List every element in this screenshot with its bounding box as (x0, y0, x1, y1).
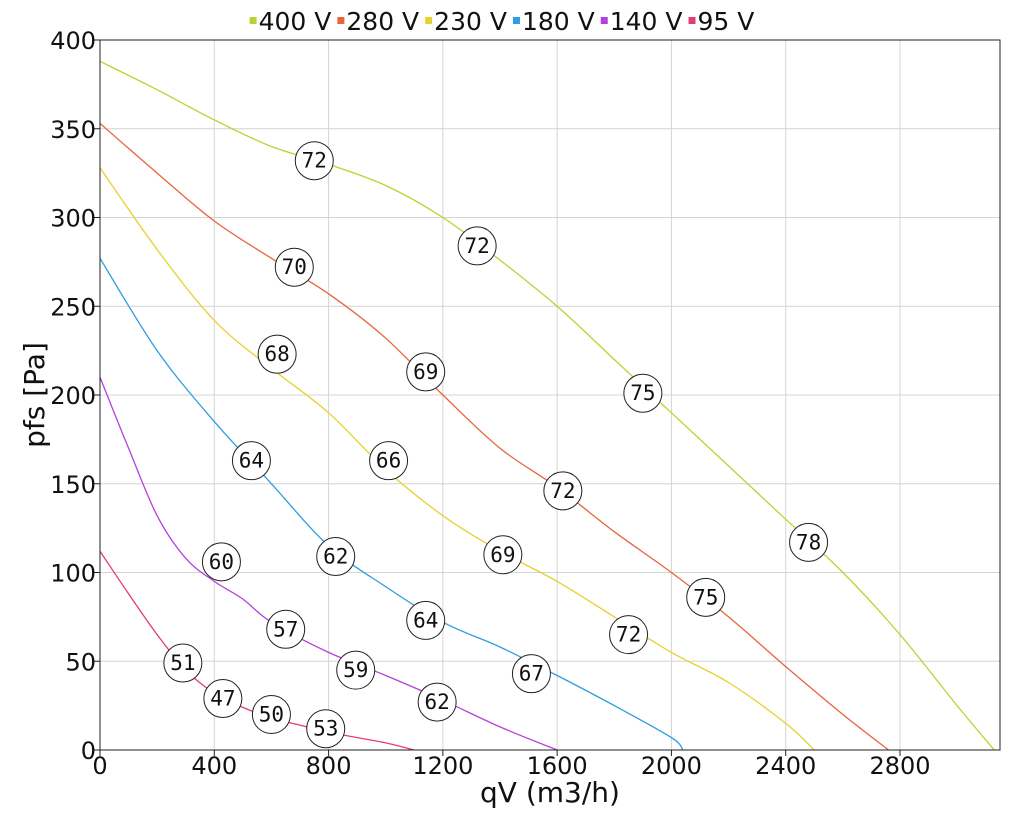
series-line-400-v (99, 60, 995, 751)
data-label-circle (203, 679, 243, 719)
data-label-circle (257, 334, 297, 374)
legend-swatch-180-v (512, 17, 520, 24)
data-label-circle (686, 577, 726, 617)
data-label-circle (251, 695, 291, 734)
series-line-230-v (99, 167, 815, 751)
data-label-circle (266, 609, 306, 649)
data-label-circle (457, 226, 497, 266)
y-tick-label: 350 (50, 116, 96, 144)
data-label: 70 (282, 255, 307, 279)
data-label: 75 (693, 585, 718, 609)
data-label: 75 (630, 381, 655, 405)
legend-swatch-280-v (337, 17, 345, 24)
legend-label-400-v: 400 V (259, 7, 332, 36)
data-label: 62 (424, 690, 449, 714)
legend-swatch-140-v (600, 17, 608, 24)
x-tick-label: 2000 (641, 752, 702, 780)
y-axis-ticks: 0 50 100 150 200 250 300 350 400 (50, 27, 100, 765)
data-label: 69 (490, 543, 515, 567)
data-label: 57 (273, 617, 298, 641)
data-label-circle (274, 247, 314, 287)
x-tick-label: 1200 (412, 752, 473, 780)
data-label-circle (369, 441, 409, 481)
legend-label-280-v: 280 V (346, 7, 419, 36)
data-label: 64 (413, 608, 438, 632)
y-axis-title: pfs [Pa] (18, 342, 51, 448)
data-label-circle (543, 471, 583, 511)
x-axis-ticks: 0 400 800 1200 1600 2000 2400 2800 (92, 750, 931, 780)
data-label: 47 (210, 687, 235, 711)
legend-swatch-400-v (249, 17, 257, 24)
x-axis-title: qV (m3/h) (480, 776, 620, 809)
legend-label-95-v: 95 V (698, 7, 755, 36)
data-label-circle (306, 709, 346, 749)
y-tick-label: 300 (50, 205, 96, 233)
data-label: 72 (302, 149, 327, 173)
data-label: 51 (170, 651, 195, 675)
legend-swatch-230-v (425, 17, 433, 24)
data-label: 68 (264, 342, 289, 366)
legend-swatch-95-v (688, 17, 696, 24)
y-tick-label: 150 (50, 471, 96, 499)
data-label-circle (483, 535, 523, 575)
data-label-circle (789, 522, 829, 562)
x-tick-label: 0 (92, 752, 107, 780)
data-label-circle (201, 542, 241, 582)
legend-label-180-v: 180 V (522, 7, 595, 36)
data-label-circle (163, 643, 203, 683)
data-label: 67 (519, 662, 544, 686)
series-line-180-v (99, 257, 684, 751)
data-label: 72 (550, 479, 575, 503)
data-label-circle (511, 654, 551, 694)
data-label: 62 (323, 545, 348, 569)
data-label: 59 (343, 658, 368, 682)
y-tick-label: 400 (50, 27, 96, 55)
efficiency-labels: 72 72 75 78 70 69 72 75 68 66 69 72 64 62 64 67 60 57 59 62… (163, 141, 829, 749)
data-label: 69 (413, 360, 438, 384)
legend: 400 V 280 V 230 V 180 V 140 V 95 V (249, 7, 755, 36)
x-tick-label: 2800 (869, 752, 930, 780)
data-label: 72 (464, 234, 489, 258)
y-tick-label: 0 (81, 737, 96, 765)
data-label-circle (417, 682, 457, 722)
legend-label-140-v: 140 V (610, 7, 683, 36)
legend-label-230-v: 230 V (434, 7, 507, 36)
data-label-circle (406, 352, 446, 392)
x-tick-label: 400 (191, 752, 237, 780)
x-tick-label: 800 (306, 752, 352, 780)
data-label: 64 (239, 449, 264, 473)
y-tick-label: 50 (65, 648, 96, 676)
data-label: 53 (313, 717, 338, 741)
y-tick-label: 100 (50, 560, 96, 588)
y-tick-label: 200 (50, 382, 96, 410)
data-label: 66 (376, 449, 401, 473)
data-label: 72 (616, 623, 641, 647)
data-label-circle (231, 441, 271, 481)
data-label-circle (294, 141, 334, 181)
data-label: 78 (796, 530, 821, 554)
grid-lines (99, 39, 1000, 751)
data-label: 60 (209, 550, 234, 574)
x-tick-label: 1600 (527, 752, 588, 780)
data-label-circle (609, 615, 649, 655)
x-tick-label: 2400 (755, 752, 816, 780)
series-line-280-v (99, 122, 889, 751)
y-tick-label: 250 (50, 293, 96, 321)
data-label-circle (316, 537, 356, 577)
data-label-circle (406, 600, 446, 640)
data-label: 50 (259, 703, 284, 727)
data-label-circle (623, 373, 663, 413)
series-curves (99, 60, 995, 751)
data-label-circle (336, 650, 376, 690)
